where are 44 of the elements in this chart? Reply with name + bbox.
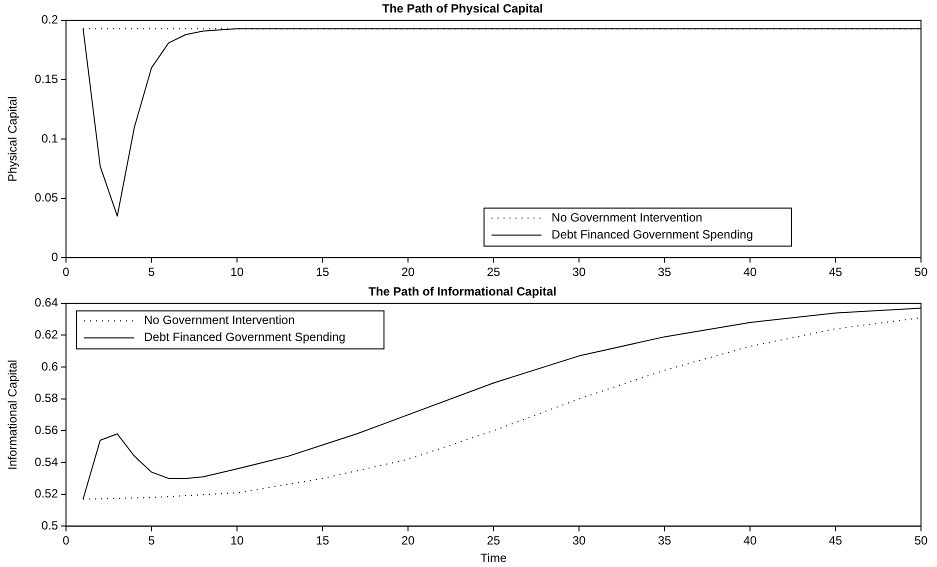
x-tick-label: 45 bbox=[828, 534, 842, 548]
legend-label: No Government Intervention bbox=[144, 313, 295, 328]
legend-label: Debt Financed Government Spending bbox=[552, 227, 754, 242]
x-tick-label: 50 bbox=[914, 265, 928, 280]
x-tick-label: 35 bbox=[658, 265, 672, 280]
x-tick-label: 30 bbox=[572, 265, 586, 280]
x-tick-label: 50 bbox=[914, 534, 928, 548]
x-axis-title: Time bbox=[480, 551, 507, 566]
y-tick-label: 0.15 bbox=[34, 72, 58, 86]
legend-label: No Government Intervention bbox=[552, 210, 702, 224]
x-tick-label: 0 bbox=[62, 265, 70, 280]
x-tick-label: 20 bbox=[401, 265, 415, 280]
x-tick-label: 5 bbox=[148, 534, 156, 548]
y-tick-label: 0.62 bbox=[34, 328, 58, 342]
y-tick-label: 0.56 bbox=[34, 423, 58, 438]
y-tick-label: 0.2 bbox=[41, 12, 58, 27]
y-axis-title: Physical Capital bbox=[6, 96, 20, 182]
y-tick-label: 0.64 bbox=[34, 296, 58, 310]
y-tick-label: 0.54 bbox=[34, 454, 58, 469]
y-tick-label: 0.52 bbox=[34, 486, 58, 501]
x-tick-label: 30 bbox=[572, 534, 586, 548]
x-tick-label: 5 bbox=[148, 265, 156, 280]
y-tick-label: 0.5 bbox=[41, 518, 58, 533]
x-tick-label: 10 bbox=[230, 265, 244, 280]
x-tick-label: 20 bbox=[401, 534, 415, 548]
x-tick-label: 35 bbox=[658, 534, 672, 548]
x-tick-label: 25 bbox=[486, 534, 500, 548]
x-tick-label: 15 bbox=[316, 534, 330, 548]
x-tick-label: 15 bbox=[316, 265, 330, 280]
y-tick-label: 0.1 bbox=[41, 131, 58, 146]
y-tick-label: 0.6 bbox=[41, 359, 58, 374]
x-tick-label: 45 bbox=[828, 265, 842, 280]
x-tick-label: 40 bbox=[743, 534, 757, 548]
chart-title: The Path of Physical Capital bbox=[382, 2, 543, 16]
legend-label: Debt Financed Government Spending bbox=[144, 330, 346, 344]
y-tick-label: 0.05 bbox=[34, 190, 58, 205]
y-axis-title: Informational Capital bbox=[6, 360, 20, 470]
x-tick-label: 0 bbox=[62, 534, 70, 548]
y-tick-label: 0.58 bbox=[34, 391, 58, 406]
x-tick-label: 40 bbox=[743, 265, 757, 280]
y-tick-label: 0 bbox=[51, 250, 58, 264]
x-tick-label: 25 bbox=[486, 265, 500, 280]
x-tick-label: 10 bbox=[230, 534, 244, 548]
chart-title: The Path of Informational Capital bbox=[368, 284, 557, 299]
